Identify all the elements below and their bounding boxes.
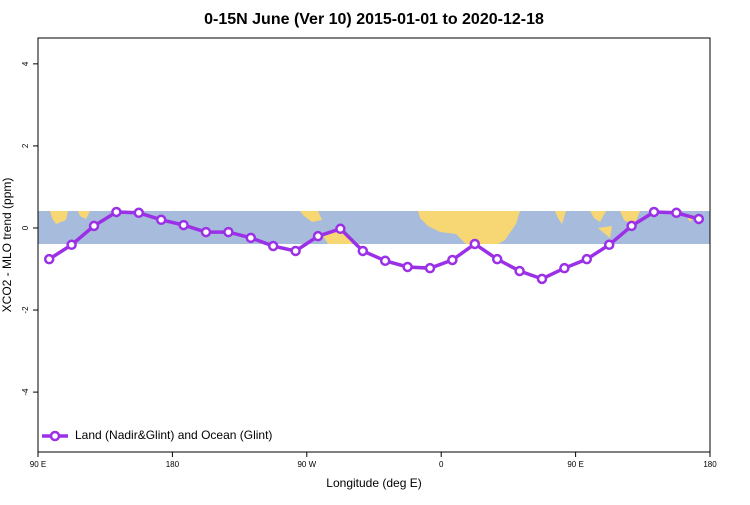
data-point — [223, 226, 234, 238]
y-tick-label: 4 — [21, 61, 30, 66]
data-point — [290, 245, 301, 257]
y-tick-label: 0 — [21, 225, 30, 230]
chart-title: 0-15N June (Ver 10) 2015-01-01 to 2020-1… — [204, 11, 544, 28]
data-point — [581, 253, 593, 265]
data-point — [178, 219, 189, 231]
data-point — [335, 223, 346, 235]
data-point — [693, 213, 705, 225]
data-point — [671, 207, 682, 219]
data-point — [379, 255, 391, 267]
data-point — [603, 239, 615, 251]
x-tick-label: 90 E — [30, 460, 46, 469]
land — [418, 211, 520, 244]
x-tick-label: 90 E — [567, 460, 583, 469]
data-point — [514, 265, 525, 277]
x-tick-label: 0 — [439, 460, 444, 469]
data-point — [536, 273, 548, 285]
data-point — [469, 238, 481, 250]
data-point — [491, 253, 503, 265]
y-tick-label: 2 — [21, 143, 30, 148]
land — [300, 211, 352, 244]
y-axis-label: XCO2 - MLO trend (ppm) — [0, 178, 14, 313]
land — [555, 211, 695, 238]
data-point — [357, 245, 369, 257]
legend-marker — [49, 430, 61, 442]
x-tick-label: 180 — [703, 460, 717, 469]
map-strip — [38, 211, 710, 244]
legend-label: Land (Nadir&Glint) and Ocean (Glint) — [75, 428, 272, 442]
data-point — [200, 226, 212, 238]
data-point — [626, 220, 637, 232]
data-point — [88, 220, 100, 232]
data-point — [648, 206, 660, 218]
data-point — [447, 254, 458, 266]
y-tick-label: -2 — [21, 306, 30, 314]
data-point — [43, 253, 55, 265]
x-axis-label: Longitude (deg E) — [326, 476, 421, 490]
data-point — [133, 207, 145, 219]
data-point — [424, 262, 436, 274]
data-point — [111, 206, 122, 218]
data-point — [559, 262, 570, 274]
y-tick-label: -4 — [21, 388, 30, 396]
data-point — [155, 214, 167, 226]
data-point — [245, 232, 257, 244]
land — [50, 211, 90, 224]
x-tick-label: 90 W — [297, 460, 316, 469]
data-point — [66, 239, 77, 251]
data-point — [312, 230, 324, 242]
plot-frame — [37, 37, 711, 453]
x-tick-label: 180 — [166, 460, 180, 469]
data-point — [402, 261, 413, 273]
data-point — [267, 240, 279, 252]
